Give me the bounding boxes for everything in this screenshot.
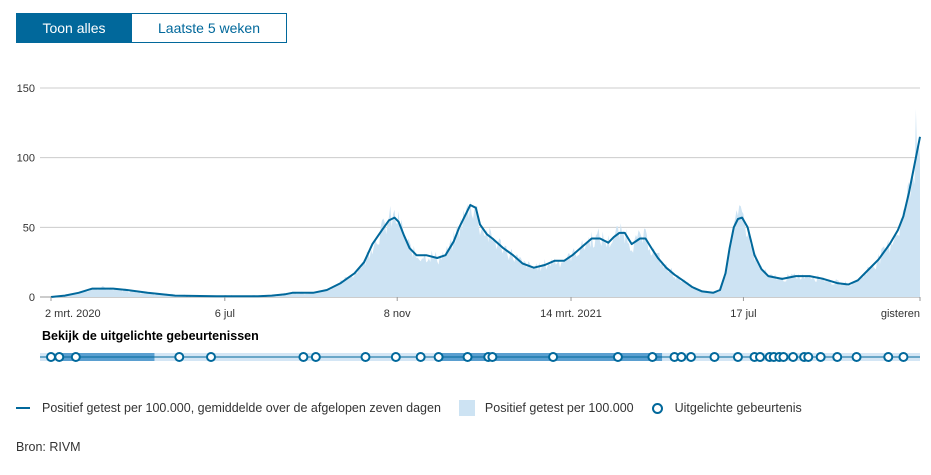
event-marker[interactable] (732, 352, 743, 362)
event-marker[interactable] (709, 352, 720, 362)
event-marker[interactable] (815, 352, 826, 362)
event-marker[interactable] (310, 352, 321, 362)
x-tick-label: 2 mrt. 2020 (45, 308, 101, 320)
event-marker[interactable] (415, 352, 426, 362)
x-tick-label: 17 jul (730, 308, 756, 320)
chart-svg: 0 50 100 150 2 mrt. 2020 6 jul 8 nov 14 mrt. 20… (17, 83, 921, 362)
event-marker[interactable] (803, 352, 814, 362)
y-tick-label: 50 (23, 222, 35, 234)
legend-area-label: Positief getest per 100.000 (484, 401, 634, 415)
legend-line-swatch (16, 407, 30, 409)
event-marker[interactable] (206, 352, 217, 362)
event-marker[interactable] (174, 352, 185, 362)
event-marker[interactable] (54, 352, 65, 362)
y-tick-label: 0 (29, 292, 35, 304)
legend-area-swatch (458, 400, 475, 416)
event-marker[interactable] (832, 352, 843, 362)
event-marker[interactable] (390, 352, 401, 362)
legend-events-label: Uitgelichte gebeurtenis (674, 401, 802, 415)
event-marker[interactable] (360, 352, 371, 362)
legend: Positief getest per 100.000, gemiddelde … (16, 400, 820, 416)
event-marker[interactable] (788, 352, 799, 362)
event-marker[interactable] (778, 352, 789, 362)
event-marker[interactable] (898, 352, 909, 362)
x-tick-label: 6 jul (215, 308, 235, 320)
event-marker[interactable] (46, 352, 56, 362)
y-tick-label: 150 (17, 83, 35, 95)
event-marker[interactable] (883, 352, 894, 362)
event-marker[interactable] (487, 352, 498, 362)
event-marker[interactable] (647, 352, 658, 362)
legend-item-line: Positief getest per 100.000, gemiddelde … (16, 401, 441, 415)
x-tick-label: gisteren (881, 308, 920, 320)
y-tick-label: 100 (17, 153, 35, 165)
seven-day-average-line (50, 136, 921, 298)
source-note: Bron: RIVM (16, 440, 81, 454)
event-marker[interactable] (70, 352, 81, 362)
tab-show-all[interactable]: Toon alles (16, 13, 132, 43)
tab-last-5-weeks[interactable]: Laatste 5 weken (132, 13, 287, 43)
event-marker[interactable] (612, 352, 623, 362)
events-title: Bekijk de uitgelichte gebeurtenissen (42, 329, 259, 343)
event-marker[interactable] (548, 352, 559, 362)
x-tick-label: 8 nov (384, 308, 411, 320)
view-tabs: Toon alles Laatste 5 weken (16, 13, 287, 43)
event-marker[interactable] (676, 352, 687, 362)
legend-item-events: Uitgelichte gebeurtenis (651, 401, 802, 415)
event-marker[interactable] (686, 352, 697, 362)
x-tick-label: 14 mrt. 2021 (540, 308, 602, 320)
event-marker[interactable] (298, 352, 309, 362)
event-marker[interactable] (754, 352, 765, 362)
legend-item-area: Positief getest per 100.000 (458, 400, 634, 416)
event-marker[interactable] (462, 352, 473, 362)
event-marker[interactable] (433, 352, 444, 362)
daily-positive-area (51, 108, 920, 298)
event-marker[interactable] (851, 352, 862, 362)
legend-line-label: Positief getest per 100.000, gemiddelde … (42, 401, 441, 415)
legend-event-circle-icon (651, 402, 663, 414)
